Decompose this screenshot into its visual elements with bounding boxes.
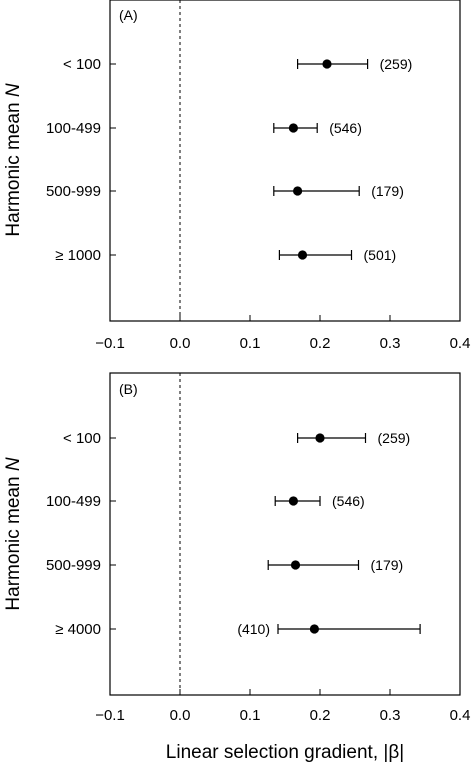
x-tick-label: 0.4 [450,707,471,724]
sample-size-label: (410) [237,621,270,637]
panel-a-y-ticks: < 100 100-499 500-999 ≥ 1000 [46,56,116,264]
panel-b-y-axis-title-n: N [3,457,24,471]
mean-point [288,496,298,506]
panel-b-points: (259) (546) (179) (410) [237,430,421,637]
mean-point [322,59,332,69]
x-tick-label: 0.0 [170,707,191,724]
x-tick-label: 0.3 [380,707,401,724]
sample-size-label: (546) [329,120,362,136]
panel-a-y-axis-title: Harmonic mean N [3,83,24,236]
panel-b: (B) −0.1 0.0 0.1 0.2 0.3 0.4 < 100 100-499 500-… [3,372,470,763]
mean-point [297,250,308,260]
sample-size-label: (501) [364,247,397,263]
sample-size-label: (179) [371,557,404,573]
x-tick-label: −0.1 [95,707,125,724]
y-category-label: ≥ 4000 [55,621,101,638]
x-tick-label: −0.1 [95,335,125,352]
sample-size-label: (546) [332,493,365,509]
panel-a-y-axis-title-text: Harmonic mean [3,97,24,236]
y-category-label: ≥ 1000 [55,247,101,264]
y-category-label: 500-999 [46,557,101,574]
y-category-label: 100-499 [46,493,101,510]
x-axis-title: Linear selection gradient, |β| [166,742,404,763]
panel-b-x-ticks: −0.1 0.0 0.1 0.2 0.3 0.4 [95,689,470,724]
panel-a-points: (259) (546) (179) (501) [273,56,413,263]
y-category-label: 100-499 [46,120,101,137]
x-tick-label: 0.2 [310,707,331,724]
x-tick-label: 0.3 [380,335,401,352]
x-tick-label: 0.1 [240,707,261,724]
mean-point [293,186,303,196]
panel-a: (A) −0.1 0.0 0.1 0.2 0.3 0.4 < 100 100-499 500-… [3,0,470,352]
x-tick-label: 0.4 [450,335,471,352]
mean-point [315,433,325,443]
panel-a-frame [109,0,461,322]
y-category-label: 500-999 [46,183,101,200]
mean-point [309,624,319,634]
panel-b-frame [109,372,461,696]
panel-a-x-ticks: −0.1 0.0 0.1 0.2 0.3 0.4 [95,315,470,352]
mean-point [290,560,301,570]
sample-size-label: (179) [371,183,404,199]
panel-b-y-ticks: < 100 100-499 500-999 ≥ 4000 [46,430,116,638]
y-category-label: < 100 [63,56,101,73]
panel-a-tag: (A) [119,7,138,23]
sample-size-label: (259) [378,430,411,446]
panel-b-tag: (B) [119,381,138,397]
x-tick-label: 0.0 [170,335,191,352]
panel-b-y-axis-title: Harmonic mean N [3,457,24,610]
sample-size-label: (259) [380,56,413,72]
x-tick-label: 0.1 [240,335,261,352]
y-category-label: < 100 [63,430,101,447]
mean-point [288,123,298,133]
panel-a-y-axis-title-n: N [3,83,24,97]
panel-b-y-axis-title-text: Harmonic mean [3,471,24,610]
x-tick-label: 0.2 [310,335,331,352]
